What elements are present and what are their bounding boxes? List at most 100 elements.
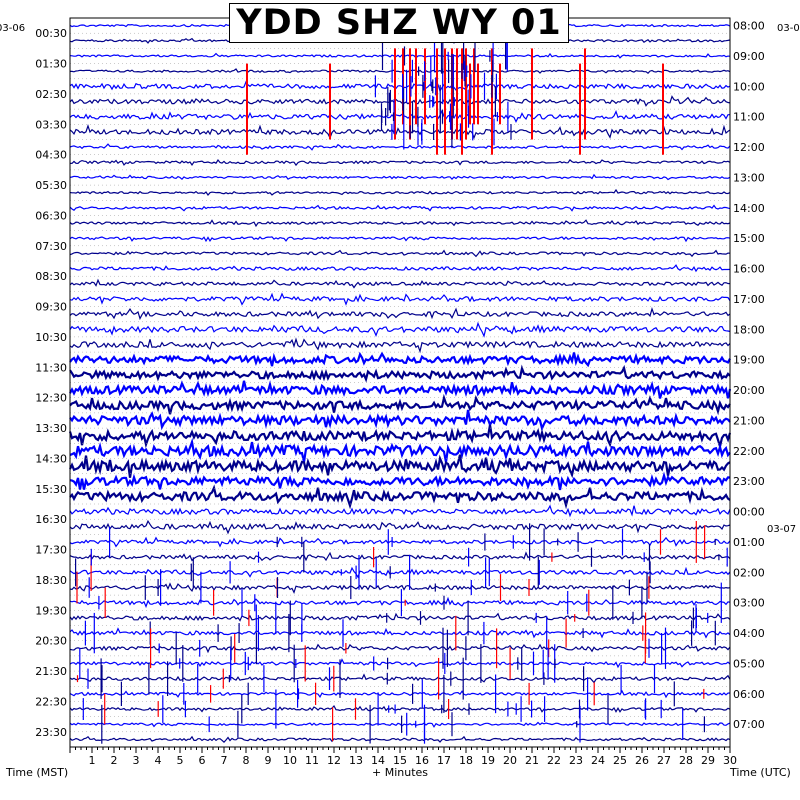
x-axis-label: + Minutes: [372, 766, 428, 779]
x-tick-label: 2: [111, 754, 118, 767]
trace-line: [69, 52, 731, 59]
x-tick-label: 8: [243, 754, 250, 767]
x-tick-label: 18: [459, 754, 473, 767]
trace-line: [69, 643, 731, 654]
x-tick-label: 25: [613, 754, 627, 767]
right-hour-label: 03:00: [733, 597, 765, 610]
left-hour-label: 18:30: [35, 574, 67, 587]
right-hour-label: 01:00: [733, 536, 765, 549]
trace-line: [69, 735, 731, 744]
x-tick-label: 26: [635, 754, 649, 767]
right-hour-label: 10:00: [733, 80, 765, 93]
x-tick-label: 29: [701, 754, 715, 767]
x-tick-label: 10: [283, 754, 297, 767]
trace-line: [69, 519, 731, 535]
left-hour-label: 00:30: [35, 27, 67, 40]
trace-line: [69, 249, 731, 258]
trace-line: [69, 437, 731, 463]
left-hour-labels: 00:30 01:30 02:30 03:30 04:30 05:30 06:30 07:30…: [35, 27, 67, 739]
trace-line: [69, 627, 731, 639]
trace-line: [69, 204, 731, 212]
trace-line: [70, 68, 731, 74]
left-hour-label: 08:30: [35, 270, 67, 283]
trace-line: [69, 124, 731, 140]
x-tick-label: 7: [221, 754, 228, 767]
x-tick-label: 11: [305, 754, 319, 767]
trace-line: [69, 612, 731, 622]
left-hour-label: 22:30: [35, 695, 67, 708]
x-tick-label: 21: [525, 754, 539, 767]
trace-line: [69, 80, 731, 93]
trace-line: [69, 321, 731, 338]
left-hour-label: 23:30: [35, 726, 67, 739]
trace-line: [69, 306, 731, 321]
right-hour-label: 22:00: [733, 445, 765, 458]
right-hour-label: 00:00: [733, 506, 765, 519]
left-hour-label: 03:30: [35, 118, 67, 131]
right-hour-label: 12:00: [733, 141, 765, 154]
x-tick-label: 19: [481, 754, 495, 767]
right-hour-label: 13:00: [733, 172, 765, 185]
left-hour-label: 07:30: [35, 240, 67, 253]
x-tick-label: 24: [591, 754, 605, 767]
x-tick-label: 22: [547, 754, 561, 767]
trace-group: [68, 17, 732, 744]
trace-line: [69, 504, 731, 518]
left-hour-label: 19:30: [35, 604, 67, 617]
left-hour-label: 11:30: [35, 361, 67, 374]
trace-line: [69, 471, 731, 491]
trace-line: [69, 264, 731, 273]
right-hour-label: 21:00: [733, 415, 765, 428]
left-hour-label: 09:30: [35, 301, 67, 314]
left-hour-label: 17:30: [35, 544, 67, 557]
right-hour-label: 19:00: [733, 354, 765, 367]
x-tick-label: 6: [199, 754, 206, 767]
trace-line: [69, 236, 731, 243]
x-tick-label: 17: [437, 754, 451, 767]
trace-line: [69, 484, 731, 510]
x-tick-label: 14: [371, 754, 385, 767]
left-hour-label: 01:30: [35, 58, 67, 71]
event-group: [74, 38, 728, 744]
x-tick-label: 28: [679, 754, 693, 767]
right-hour-label: 23:00: [733, 475, 765, 488]
x-tick-label: 15: [393, 754, 407, 767]
left-axis-label: Time (MST): [5, 766, 68, 779]
trace-line: [69, 351, 731, 368]
trace-line: [69, 409, 731, 432]
trace-line: [69, 673, 731, 684]
x-tick-label: 12: [327, 754, 341, 767]
right-hour-label: 14:00: [733, 202, 765, 215]
trace-line: [69, 337, 731, 354]
left-hour-label: 05:30: [35, 179, 67, 192]
trace-line: [69, 292, 731, 306]
x-tick-label: 23: [569, 754, 583, 767]
trace-line: [69, 188, 731, 196]
right-hour-label: 04:00: [733, 627, 765, 640]
right-hour-labels: 08:00 09:00 10:00 11:00 12:00 13:00 14:00 15:00…: [733, 20, 765, 732]
left-hour-label: 20:30: [35, 635, 67, 648]
right-date-label: 03-0: [777, 23, 800, 34]
trace-line: [69, 95, 731, 107]
x-axis-ticks: 1 2 3 4 5 6 7 8 9 10 11 12 13 14 15 16 17 18 19 20 21 22 23 24 2…: [69, 747, 737, 767]
x-tick-label: 27: [657, 754, 671, 767]
trace-line: [69, 219, 731, 228]
right-hour-label: 07:00: [733, 718, 765, 731]
x-tick-label: 1: [89, 754, 96, 767]
left-hour-label: 12:30: [35, 392, 67, 405]
right-hour-label: 09:00: [733, 50, 765, 63]
x-tick-label: 20: [503, 754, 517, 767]
right-date-change-label: 03-07: [767, 524, 796, 535]
trace-line: [69, 109, 730, 123]
left-date-label: 03-06: [0, 23, 25, 34]
trace-line: [69, 393, 731, 416]
right-hour-label: 11:00: [733, 111, 765, 124]
trace-line: [69, 143, 731, 151]
left-hour-label: 13:30: [35, 422, 67, 435]
x-tick-label: 16: [415, 754, 429, 767]
trace-line: [69, 721, 731, 728]
trace-line: [69, 380, 732, 399]
right-hour-label: 18:00: [733, 323, 765, 336]
x-tick-label: 13: [349, 754, 363, 767]
x-tick-label: 30: [723, 754, 737, 767]
